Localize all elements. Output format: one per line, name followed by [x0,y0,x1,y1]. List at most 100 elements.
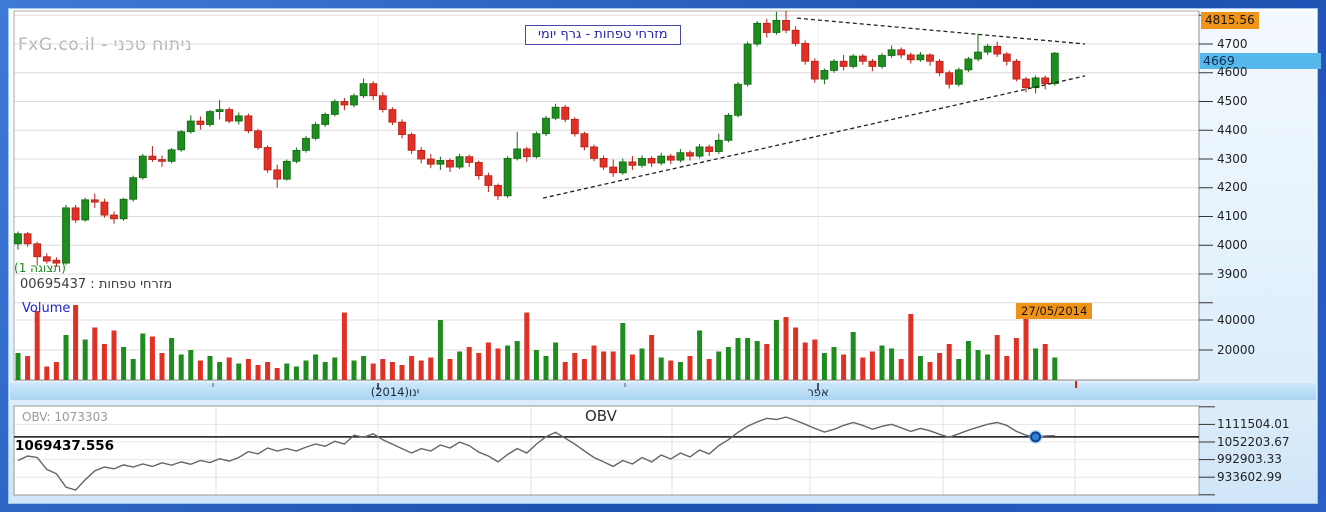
volume-bar [53,362,59,380]
candle-up [618,161,627,174]
candle-up [887,49,896,56]
volume-bar [322,362,328,380]
candle-down [609,166,618,174]
volume-bar [130,359,136,380]
volume-bar [687,356,693,380]
candle-down [465,156,474,163]
volume-bar [821,353,827,380]
candle-up [878,55,886,67]
candle-down [484,175,493,186]
price-axis-tick-label: 4400 [1217,122,1248,137]
volume-bar [639,348,645,380]
candle-up [551,106,560,119]
volume-bar [543,356,549,380]
candle-down [666,155,675,161]
volume-bar [917,356,923,380]
obv-pane-title: OBV [585,407,617,425]
volume-bar [985,354,991,380]
volume-bar [63,335,69,380]
obv-axis-tick-label: 1052203.67 [1217,434,1290,449]
candle-up [455,156,464,168]
candle-up [62,207,70,264]
obv-marker[interactable] [1030,431,1042,443]
volume-bar [716,351,722,380]
candle-up [964,58,973,71]
candle-down [906,54,915,61]
volume-bar [44,366,50,380]
candle-up [542,117,550,135]
volume-bar [850,332,856,380]
candle-up [503,158,512,197]
volume-bar [380,359,386,380]
candle-up [638,158,646,166]
volume-bar [1042,344,1048,380]
volume-bar [25,356,31,380]
candle-down [580,133,589,148]
candle-down [1012,60,1021,80]
volume-bar [773,320,779,380]
volume-bar [149,336,155,380]
volume-bar [1023,315,1029,380]
volume-bar [793,327,799,380]
volume-bar [255,365,261,380]
obv-axis-tick-label: 992903.33 [1217,452,1282,467]
volume-bar [553,342,559,380]
high-price-badge: 4815.56 [1201,12,1259,29]
volume-bar [121,347,127,380]
volume-bar [293,366,299,380]
candle-up [215,109,224,112]
candle-down [590,146,598,159]
candle-up [292,149,301,162]
volume-bar [994,335,1000,380]
candle-down [407,134,416,151]
volume-bar [1004,356,1010,380]
candle-down [446,160,454,168]
volume-bar [169,338,175,380]
volume-bar [591,345,597,380]
volume-bar [629,354,635,380]
candle-up [321,114,330,125]
price-axis-tick-label: 4500 [1217,94,1248,108]
candle-up [129,177,138,200]
volume-bar [937,353,943,380]
volume-bar [207,356,213,380]
candle-up [714,139,723,152]
volume-bar [754,341,760,380]
volume-axis-tick-label: 20000 [1217,342,1256,357]
candle-down [599,158,608,168]
candle-down [1022,78,1030,89]
volume-bar [841,354,847,380]
volume-bar [735,338,741,380]
candle-up [532,133,541,158]
volume-bar [236,363,242,380]
candle-down [378,95,387,110]
candle-up [974,51,982,60]
price-axis-tick-label: 3900 [1217,266,1248,281]
volume-bar [908,314,914,380]
candle-down [801,43,810,62]
candle-down [570,118,579,135]
candle-down [398,121,406,135]
candle-up [119,198,128,220]
candle-down [926,54,934,62]
candle-down [782,20,790,31]
volume-bar [485,342,491,380]
volume-bar [178,354,184,380]
volume-bar [476,353,482,380]
candle-down [369,83,378,97]
candle-up [983,45,992,53]
candle-down [839,60,848,67]
x-axis-label-january: ינו(2014) [370,385,420,399]
candle-up [849,55,858,67]
candle-down [1002,53,1011,62]
candle-down [705,146,714,152]
candle-down [42,256,51,262]
volume-bar [514,341,520,380]
candle-up [724,114,733,141]
volume-bar [965,341,971,380]
candle-up [820,70,829,80]
candle-up [14,233,22,245]
candle-up [282,160,291,180]
trendline [796,17,1086,45]
